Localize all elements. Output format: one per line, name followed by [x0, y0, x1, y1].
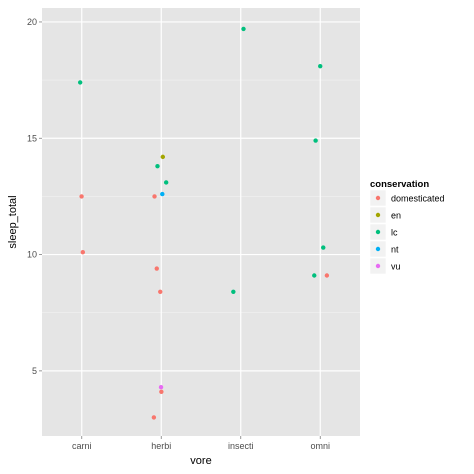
y-axis-title: sleep_total — [7, 195, 19, 248]
y-tick-label: 20 — [27, 17, 37, 27]
x-tick-label: insecti — [228, 441, 254, 451]
data-point-nt — [160, 191, 165, 197]
data-point-domesticated — [158, 289, 163, 294]
legend-title: conservation — [370, 179, 429, 190]
legend: conservation domesticated en lc nt vu — [369, 179, 445, 275]
data-point-lc — [318, 63, 323, 69]
data-point-lc — [77, 80, 83, 85]
data-point-lc — [312, 273, 317, 278]
data-point-domesticated — [324, 273, 330, 278]
major-gridlines — [42, 8, 360, 436]
data-point-lc — [241, 26, 246, 32]
legend-key-point — [375, 195, 381, 201]
y-tick-label: 10 — [27, 250, 37, 260]
data-points — [77, 26, 330, 420]
legend-key-point — [375, 229, 381, 235]
legend-label: vu — [391, 262, 401, 272]
x-tick-label: omni — [310, 441, 330, 451]
x-tick-label: carni — [72, 441, 92, 451]
plot-panel — [42, 8, 360, 436]
legend-label: en — [391, 211, 401, 221]
data-point-domesticated — [79, 194, 84, 199]
x-axis-title: vore — [190, 455, 211, 467]
data-point-domesticated — [151, 415, 157, 420]
legend-key-point — [375, 212, 381, 218]
x-axis-ticks: carni herbi insecti omni — [72, 436, 330, 451]
data-point-lc — [155, 163, 160, 169]
legend-label: nt — [391, 245, 399, 255]
data-point-lc — [313, 138, 318, 143]
legend-label: domesticated — [391, 194, 445, 204]
data-point-lc — [231, 289, 236, 294]
data-point-domesticated — [159, 389, 164, 395]
legend-key-point — [375, 246, 381, 252]
y-axis-ticks: 5 10 15 20 — [27, 17, 42, 376]
y-tick-label: 15 — [27, 133, 37, 143]
data-point-lc — [163, 180, 169, 185]
legend-key-point — [375, 263, 381, 269]
minor-gridlines — [42, 79, 360, 314]
legend-label: lc — [391, 228, 398, 238]
data-point-domesticated — [152, 194, 157, 199]
data-point-lc — [321, 245, 326, 250]
data-point-domesticated — [154, 266, 159, 271]
data-point-vu — [158, 384, 164, 390]
data-point-en — [160, 154, 166, 160]
x-tick-label: herbi — [151, 441, 171, 451]
data-point-domesticated — [80, 250, 86, 255]
y-tick-label: 5 — [32, 366, 37, 376]
